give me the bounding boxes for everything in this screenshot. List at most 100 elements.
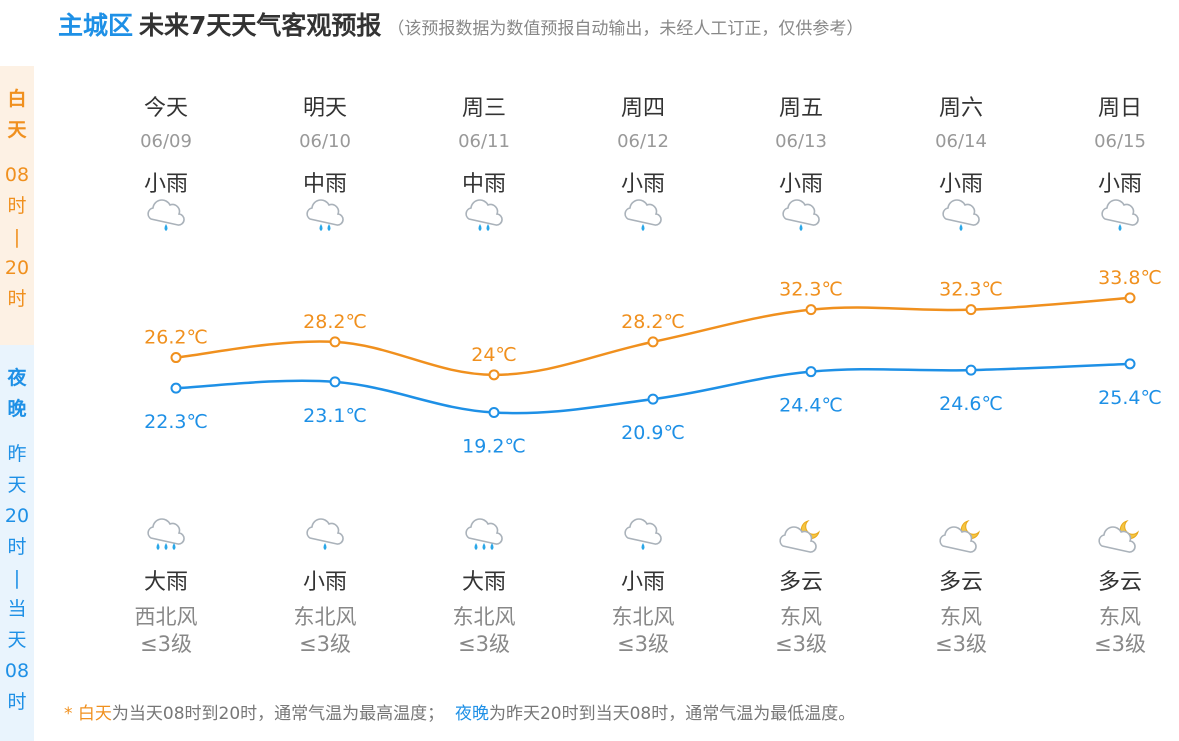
footer-note: * 白天为当天08时到20时，通常气温为最高温度； 夜晚为昨天20时到当天08时…	[64, 699, 855, 724]
day-date: 06/10	[299, 131, 351, 152]
high-temp-point	[965, 304, 977, 316]
wind-level: ≤3级	[299, 632, 351, 656]
wind-direction: 东风	[780, 605, 822, 629]
wind-level: ≤3级	[1094, 632, 1146, 656]
day-condition: 小雨	[620, 172, 665, 197]
day-weekday[interactable]: 周四	[620, 96, 665, 121]
night-condition: 多云	[778, 570, 823, 595]
night-label-char: 晚	[7, 398, 27, 420]
day-date: 06/14	[935, 131, 987, 152]
day-date: 06/11	[458, 131, 510, 152]
low-temp-label: 24.4℃	[779, 395, 843, 417]
cloudy-night-icon	[1050, 518, 1179, 562]
disclaimer-note: （该预报数据为数值预报自动输出，未经人工订正，仅供参考）	[387, 19, 864, 39]
low-temp-point	[647, 393, 659, 405]
low-temp-point	[1124, 358, 1136, 370]
low-temp-point	[805, 366, 817, 378]
low-temp-label: 25.4℃	[1098, 387, 1162, 409]
day-condition: 小雨	[778, 172, 823, 197]
light-rain-icon	[573, 199, 713, 243]
day-weekday[interactable]: 今天	[143, 96, 188, 121]
moderate-rain-icon	[414, 199, 554, 243]
night-condition: 小雨	[302, 570, 347, 595]
high-temp-point	[805, 304, 817, 316]
footer-night-text: 为昨天20时到当天08时，通常气温为最低温度。	[488, 704, 856, 724]
wind-direction: 东北风	[452, 605, 516, 629]
nighttime-side-label: 夜 晚 昨 天 20 时 | 当 天 08 时	[0, 345, 34, 741]
day-time-char: |	[13, 226, 21, 248]
page-header: 主城区 未来7天天气客观预报 （该预报数据为数值预报自动输出，未经人工订正，仅供参考…	[58, 6, 863, 42]
high-temp-point	[329, 336, 341, 348]
high-temp-label: 24℃	[471, 344, 517, 366]
day-weekday[interactable]: 周日	[1097, 96, 1142, 121]
day-date: 06/12	[617, 131, 669, 152]
day-weekday[interactable]: 周三	[461, 96, 506, 121]
wind-info: 东北风 ≤3级	[255, 604, 395, 658]
high-temp-label: 32.3℃	[779, 279, 843, 301]
light-rain-icon	[731, 199, 871, 243]
light-rain-icon	[891, 199, 1031, 243]
wind-direction: 东北风	[293, 605, 357, 629]
day-weekday[interactable]: 周六	[938, 96, 983, 121]
wind-info: 东北风 ≤3级	[573, 604, 713, 658]
high-temp-point	[488, 369, 500, 381]
night-condition: 多云	[938, 570, 983, 595]
day-condition: 小雨	[1097, 172, 1142, 197]
day-weekday[interactable]: 周五	[778, 96, 823, 121]
footer-day-word: 白天	[77, 704, 112, 724]
day-condition: 小雨	[143, 172, 188, 197]
wind-direction: 东风	[1099, 605, 1141, 629]
low-temp-point	[329, 376, 341, 388]
day-label-char: 白	[7, 88, 27, 110]
low-temp-point	[170, 382, 182, 394]
light-rain-icon	[1050, 199, 1179, 243]
day-condition: 中雨	[302, 172, 347, 197]
day-date: 06/15	[1094, 131, 1146, 152]
heavy-rain-icon	[96, 518, 236, 562]
wind-direction: 东北风	[611, 605, 675, 629]
wind-info: 东风 ≤3级	[891, 604, 1031, 658]
wind-direction: 西北风	[134, 605, 198, 629]
cloudy-night-icon	[891, 518, 1031, 562]
night-time-char: 时	[7, 536, 27, 558]
region-name[interactable]: 主城区	[58, 11, 134, 40]
low-temp-label: 19.2℃	[462, 436, 526, 458]
day-label-char: 天	[7, 119, 27, 141]
day-weekday[interactable]: 明天	[302, 96, 347, 121]
night-condition: 多云	[1097, 570, 1142, 595]
wind-level: ≤3级	[935, 632, 987, 656]
night-condition: 大雨	[461, 570, 506, 595]
wind-direction: 东风	[940, 605, 982, 629]
night-time-char: |	[13, 567, 21, 589]
wind-level: ≤3级	[775, 632, 827, 656]
page-title: 未来7天天气客观预报	[139, 11, 382, 40]
low-temp-label: 20.9℃	[621, 422, 685, 444]
high-temp-label: 33.8℃	[1098, 267, 1162, 289]
low-temp-point	[488, 407, 500, 418]
high-temp-point	[1124, 292, 1136, 304]
low-temp-label: 23.1℃	[303, 405, 367, 427]
footer-day-text: 为当天08时到20时，通常气温为最高温度；	[111, 704, 445, 724]
high-temp-point	[170, 352, 182, 364]
high-temp-label: 28.2℃	[621, 311, 685, 333]
heavy-rain-icon	[414, 518, 554, 562]
wind-level: ≤3级	[140, 632, 192, 656]
low-temp-label: 22.3℃	[144, 411, 208, 433]
light-rain-icon	[255, 518, 395, 562]
day-time-char: 08	[4, 164, 30, 186]
day-time-char: 时	[7, 288, 27, 310]
day-date: 06/09	[140, 131, 192, 152]
wind-level: ≤3级	[458, 632, 510, 656]
wind-info: 东风 ≤3级	[731, 604, 871, 658]
low-temp-label: 24.6℃	[939, 393, 1003, 415]
night-time-char: 天	[7, 629, 27, 651]
night-condition: 小雨	[620, 570, 665, 595]
wind-info: 西北风 ≤3级	[96, 604, 236, 658]
cloudy-night-icon	[731, 518, 871, 562]
night-time-char: 时	[7, 691, 27, 713]
high-temp-label: 26.2℃	[144, 327, 208, 349]
night-time-char: 当	[7, 598, 27, 620]
footer-star: *	[64, 704, 78, 724]
low-temp-point	[965, 364, 977, 376]
day-time-char: 时	[7, 195, 27, 217]
